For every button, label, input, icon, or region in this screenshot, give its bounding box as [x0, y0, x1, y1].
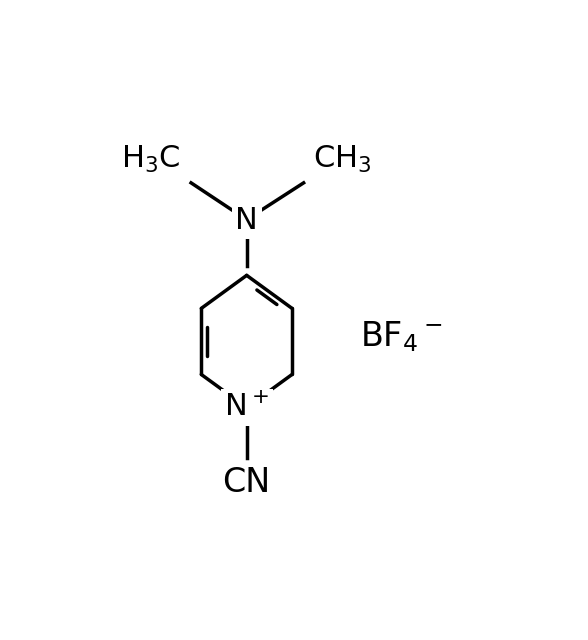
- Text: CN: CN: [222, 466, 271, 499]
- Text: BF$_4$$^-$: BF$_4$$^-$: [360, 319, 443, 354]
- Text: N$^+$: N$^+$: [224, 393, 269, 422]
- Text: N: N: [235, 206, 258, 235]
- Text: H$_3$C: H$_3$C: [121, 144, 181, 175]
- Text: CH$_3$: CH$_3$: [313, 144, 371, 175]
